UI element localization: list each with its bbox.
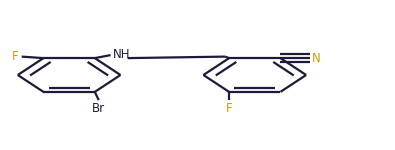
Text: F: F (12, 50, 19, 63)
Text: NH: NH (113, 48, 130, 61)
Text: Br: Br (92, 102, 105, 115)
Text: N: N (312, 52, 321, 65)
Text: F: F (226, 102, 232, 115)
